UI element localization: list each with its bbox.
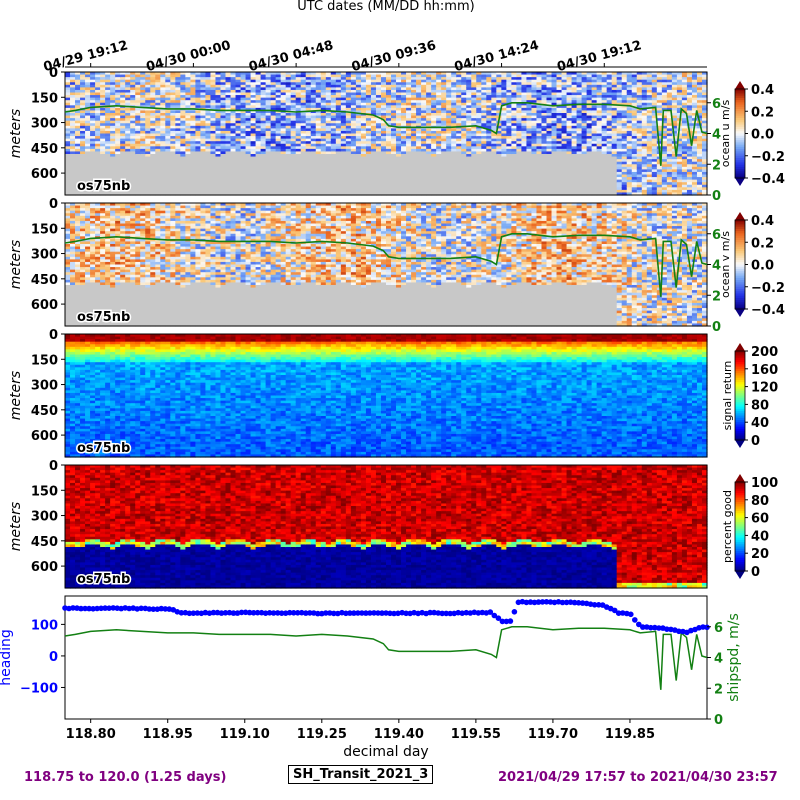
adcp-chart: UTC dates (MM/DD hh:mm)04/29 19:12 04/30 … [0,0,800,800]
top-axis-tick-label: 04/30 14:24 [453,38,541,75]
top-axis-tick-label: 04/30 09:36 [350,38,438,75]
top-axis-title: UTC dates (MM/DD hh:mm) [297,0,474,14]
top-axis-tick-label: 04/30 19:12 [555,38,643,75]
adcp-figure: UTC dates (MM/DD hh:mm) 04/29 19:12 04/30 … [0,0,800,800]
panel-ocean-u [65,72,708,196]
top-axis-tick-label: 04/30 04:48 [247,38,335,75]
top-axis-tick-label: 04/30 00:00 [145,38,233,75]
